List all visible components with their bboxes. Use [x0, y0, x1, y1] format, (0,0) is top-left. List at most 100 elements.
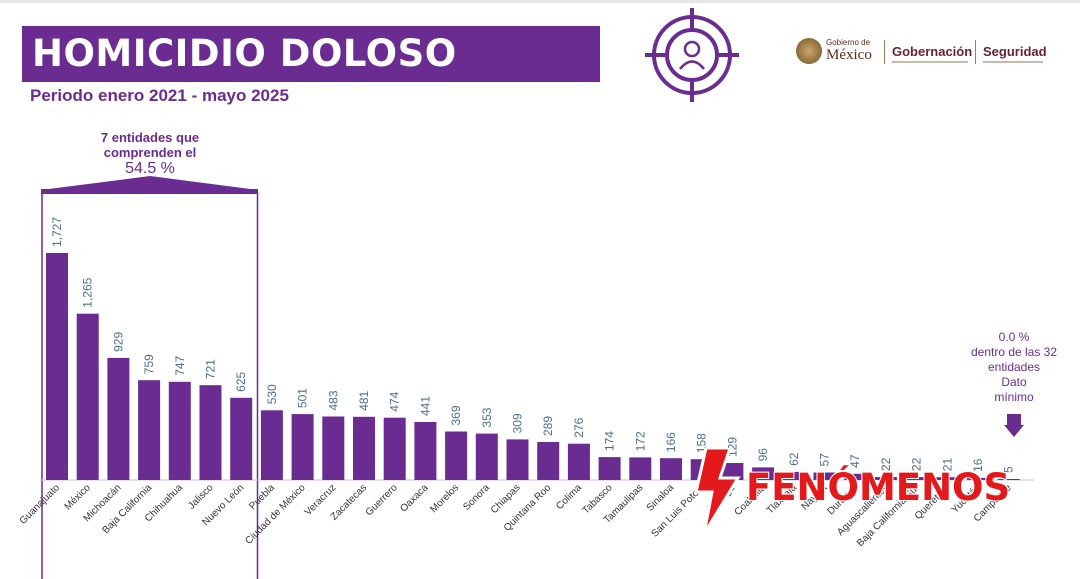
- min-marker-stem: [1007, 414, 1021, 426]
- annotation-line: 0.0 %: [998, 330, 1030, 344]
- bar-morelos: [445, 431, 468, 480]
- value-label: 759: [142, 354, 156, 374]
- group-share-percent: 54.5 %: [125, 160, 175, 177]
- group-bracket-arrow: [41, 176, 258, 190]
- value-label: 369: [449, 405, 463, 425]
- value-label: 353: [480, 407, 494, 427]
- annotation-line: 7 entidades que: [100, 130, 200, 145]
- value-label: 625: [234, 371, 248, 391]
- category-label: Ciudad de México: [243, 482, 308, 547]
- value-label: 747: [173, 355, 187, 375]
- value-label: 1,265: [81, 277, 95, 307]
- bar-colima: [567, 443, 590, 480]
- annotation-line: Dato: [1001, 375, 1027, 389]
- bar-veracruz: [322, 416, 345, 480]
- bar-jalisco: [199, 385, 222, 480]
- value-label: 5: [1002, 466, 1016, 473]
- value-label: 441: [418, 396, 432, 416]
- value-label: 62: [787, 452, 801, 466]
- value-label: 929: [111, 332, 125, 352]
- value-label: 530: [265, 384, 279, 404]
- gobernacion-logo-text: Gobernación: [892, 44, 973, 59]
- bar-zacatecas: [353, 416, 375, 480]
- category-label: Oaxaca: [398, 482, 430, 514]
- value-label: 172: [633, 431, 647, 451]
- bar-baja-california-sur: [905, 477, 928, 480]
- group-bracket-bar: [41, 189, 258, 194]
- bar-sonora: [475, 433, 498, 480]
- mexico-seal-icon: [796, 38, 822, 64]
- bar-quintana-roo: [537, 442, 560, 480]
- lightning-bolt-icon: [694, 448, 741, 534]
- category-label: Colima: [554, 482, 584, 512]
- target-woman-icon: [645, 8, 739, 102]
- watermark-text: FENÓMENOS: [746, 465, 1010, 509]
- bar-chihuahua: [168, 381, 191, 480]
- min-marker-arrow: [1004, 425, 1024, 437]
- value-label: 309: [511, 413, 525, 433]
- gobierno-small-text: Gobierno de: [826, 38, 871, 47]
- top-group-annotation: 7 entidades que comprenden el 54.5 %: [84, 130, 216, 178]
- logo-divider: [975, 40, 976, 64]
- annotation-line: comprenden el: [103, 145, 197, 160]
- value-label: 174: [603, 431, 617, 451]
- bar-guanajuato: [46, 253, 68, 480]
- bar-méxico: [76, 313, 99, 480]
- value-label: 22: [910, 457, 924, 471]
- bar-campeche: [997, 479, 1020, 480]
- bar-coahuila: [752, 467, 775, 480]
- top-border-line: [0, 0, 1080, 3]
- bar-baja-california: [138, 380, 161, 480]
- bar-hidalgo: [721, 463, 744, 480]
- bar-chiapas: [506, 439, 529, 480]
- bar-tlaxcala: [782, 471, 805, 480]
- value-label: 21: [940, 458, 954, 472]
- category-label: Guerrero: [364, 482, 400, 518]
- value-label: 474: [388, 391, 402, 411]
- bar-nayarit: [813, 472, 836, 480]
- bar-yucatán: [967, 477, 989, 480]
- gobierno-big-text: México: [826, 47, 872, 63]
- value-label: 276: [572, 417, 586, 437]
- bar-guerrero: [383, 417, 406, 480]
- value-label: 166: [664, 432, 678, 452]
- value-label: 721: [204, 359, 218, 379]
- value-label: 483: [326, 390, 340, 410]
- bar-nuevo-león: [230, 397, 253, 480]
- category-label: Jalisco: [186, 482, 216, 512]
- seguridad-logo-text: Seguridad: [983, 44, 1047, 59]
- value-label: 501: [296, 388, 310, 408]
- bar-sinaloa: [660, 458, 682, 480]
- bar-puebla: [260, 410, 283, 480]
- value-label: 47: [848, 454, 862, 468]
- value-label: 96: [756, 448, 770, 462]
- bar-ciudad-de-méxico: [291, 414, 314, 480]
- bar-tabasco: [598, 457, 621, 480]
- logo-divider: [884, 40, 885, 64]
- category-label: Puebla: [247, 482, 277, 512]
- value-label: 57: [818, 453, 832, 467]
- bar-querétaro: [936, 477, 959, 480]
- bar-oaxaca: [414, 422, 437, 480]
- value-label: 22: [879, 457, 893, 471]
- value-label: 289: [541, 416, 555, 436]
- annotation-line: mínimo: [994, 390, 1034, 404]
- bar-michoacán: [107, 357, 130, 480]
- bar-tamaulipas: [629, 457, 652, 480]
- value-label: 481: [357, 390, 371, 410]
- bar-aguascalientes: [874, 477, 897, 480]
- page-title: HOMICIDIO DOLOSO MUJER: [22, 26, 600, 131]
- category-label: Morelos: [428, 482, 461, 515]
- bar-durango: [844, 473, 867, 480]
- value-label: 1,727: [50, 217, 64, 247]
- value-label: 16: [971, 458, 985, 472]
- minimum-annotation: 0.0 % dentro de las 32 entidades Dato mí…: [952, 330, 1076, 405]
- page-subtitle: Periodo enero 2021 - mayo 2025: [30, 86, 289, 105]
- annotation-line: entidades: [987, 360, 1041, 374]
- seguridad-tagline-mark: [983, 61, 1043, 63]
- category-label: México: [63, 482, 93, 512]
- annotation-line: dentro de las 32: [970, 345, 1058, 359]
- gobernacion-tagline-mark: [892, 61, 968, 63]
- category-label: Guanajuato: [18, 482, 63, 527]
